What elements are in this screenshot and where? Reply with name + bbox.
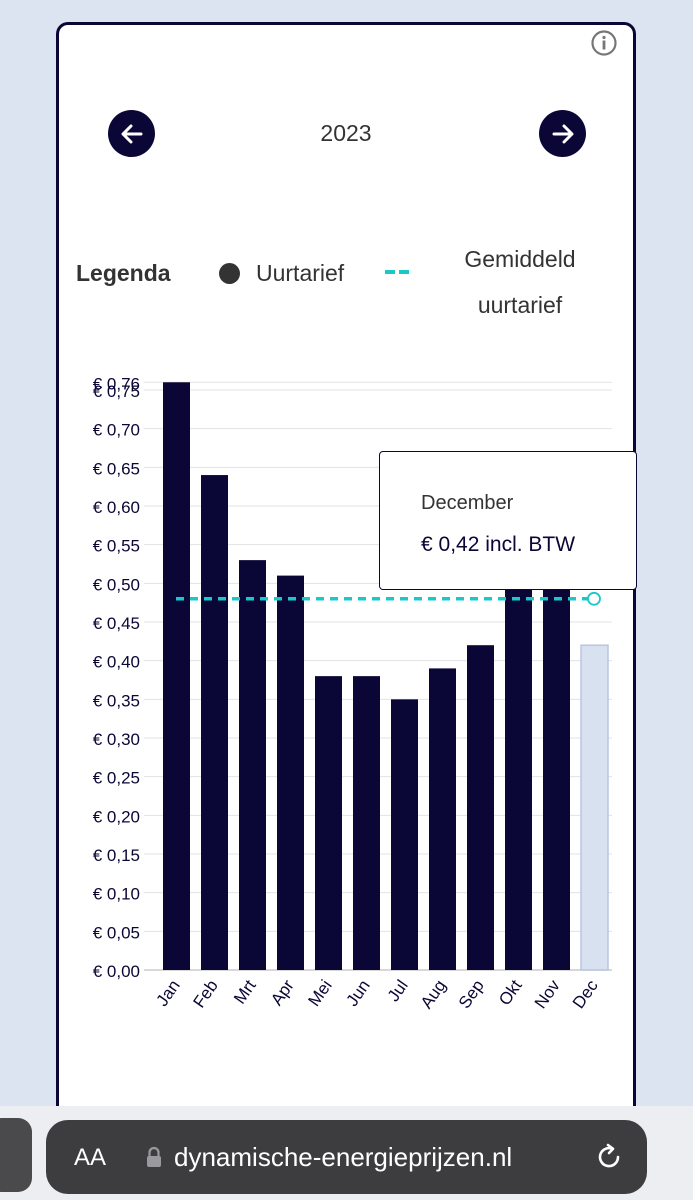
x-tick-label: Apr <box>267 976 298 1009</box>
browser-tab-stub[interactable] <box>0 1118 32 1192</box>
x-tick-label: Nov <box>531 976 564 1012</box>
text-size-button[interactable]: AA <box>74 1144 106 1172</box>
x-tick-label: Mrt <box>230 976 260 1007</box>
average-point <box>587 591 601 606</box>
y-tick-label: € 0,15 <box>93 846 140 865</box>
y-tick-label: € 0,60 <box>93 498 140 517</box>
bar <box>391 699 418 970</box>
x-tick-label: Jun <box>342 976 373 1009</box>
x-tick-label: Dec <box>569 976 602 1012</box>
x-tick-label: Feb <box>189 976 221 1011</box>
x-tick-label: Mei <box>304 976 335 1009</box>
bar <box>505 583 532 970</box>
bar <box>580 644 609 971</box>
y-tick-label: € 0,76 <box>93 374 140 393</box>
address-bar[interactable]: AA dynamische-energieprijzen.nl <box>46 1120 647 1194</box>
bar <box>467 645 494 970</box>
previous-year-button[interactable] <box>108 110 155 157</box>
bar <box>277 575 304 970</box>
lock-icon <box>147 1146 161 1167</box>
y-tick-label: € 0,70 <box>93 421 140 440</box>
reload-icon[interactable] <box>594 1142 624 1172</box>
legend-average-label[interactable]: Gemiddeld uurtarief <box>440 236 600 328</box>
y-tick-label: € 0,50 <box>93 575 140 594</box>
tooltip-title: December <box>421 492 514 514</box>
y-tick-label: € 0,30 <box>93 730 140 749</box>
next-year-button[interactable] <box>539 110 586 157</box>
chart-tooltip: December € 0,42 incl. BTW <box>379 451 637 590</box>
x-tick-label: Jan <box>152 976 183 1009</box>
year-label: 2023 <box>320 120 372 146</box>
legend-title: Legenda <box>76 260 171 286</box>
x-tick-label: Sep <box>455 976 488 1012</box>
arrow-left-icon <box>121 124 142 143</box>
x-tick-label: Okt <box>495 976 526 1009</box>
info-icon[interactable] <box>591 30 617 56</box>
bar <box>353 676 380 970</box>
x-tick-label: Jul <box>384 976 412 1005</box>
y-tick-label: € 0,00 <box>93 962 140 981</box>
y-tick-label: € 0,55 <box>93 537 140 556</box>
y-tick-label: € 0,40 <box>93 653 140 672</box>
x-tick-label: Aug <box>417 976 450 1012</box>
arrow-right-icon <box>552 124 573 143</box>
y-tick-label: € 0,65 <box>93 459 140 478</box>
url-text: dynamische-energieprijzen.nl <box>174 1142 513 1172</box>
legend-average-marker <box>385 270 409 274</box>
bar <box>201 475 228 970</box>
text-size-label: AA <box>74 1144 107 1171</box>
legend-hourly-label[interactable]: Uurtarief <box>256 260 345 286</box>
y-tick-label: € 0,75 <box>93 382 140 401</box>
y-tick-label: € 0,10 <box>93 885 140 904</box>
y-tick-label: € 0,20 <box>93 807 140 826</box>
legend-average-line1: Gemiddeld <box>464 246 576 272</box>
bar <box>429 668 456 970</box>
y-tick-label: € 0,05 <box>93 923 140 942</box>
legend-hourly-marker <box>219 263 240 284</box>
y-tick-label: € 0,45 <box>93 614 140 633</box>
y-tick-label: € 0,25 <box>93 769 140 788</box>
bar <box>315 676 342 970</box>
legend-average-line2: uurtarief <box>477 292 563 318</box>
bar <box>239 560 266 970</box>
bar <box>543 583 570 970</box>
y-tick-label: € 0,35 <box>93 691 140 710</box>
bar <box>163 382 190 970</box>
bar-chart: € 0,00 € 0,05 € 0,10 € 0,15 € 0,20 € 0,25 € 0,… <box>93 374 612 1012</box>
tooltip-value: € 0,42 incl. BTW <box>421 533 576 556</box>
